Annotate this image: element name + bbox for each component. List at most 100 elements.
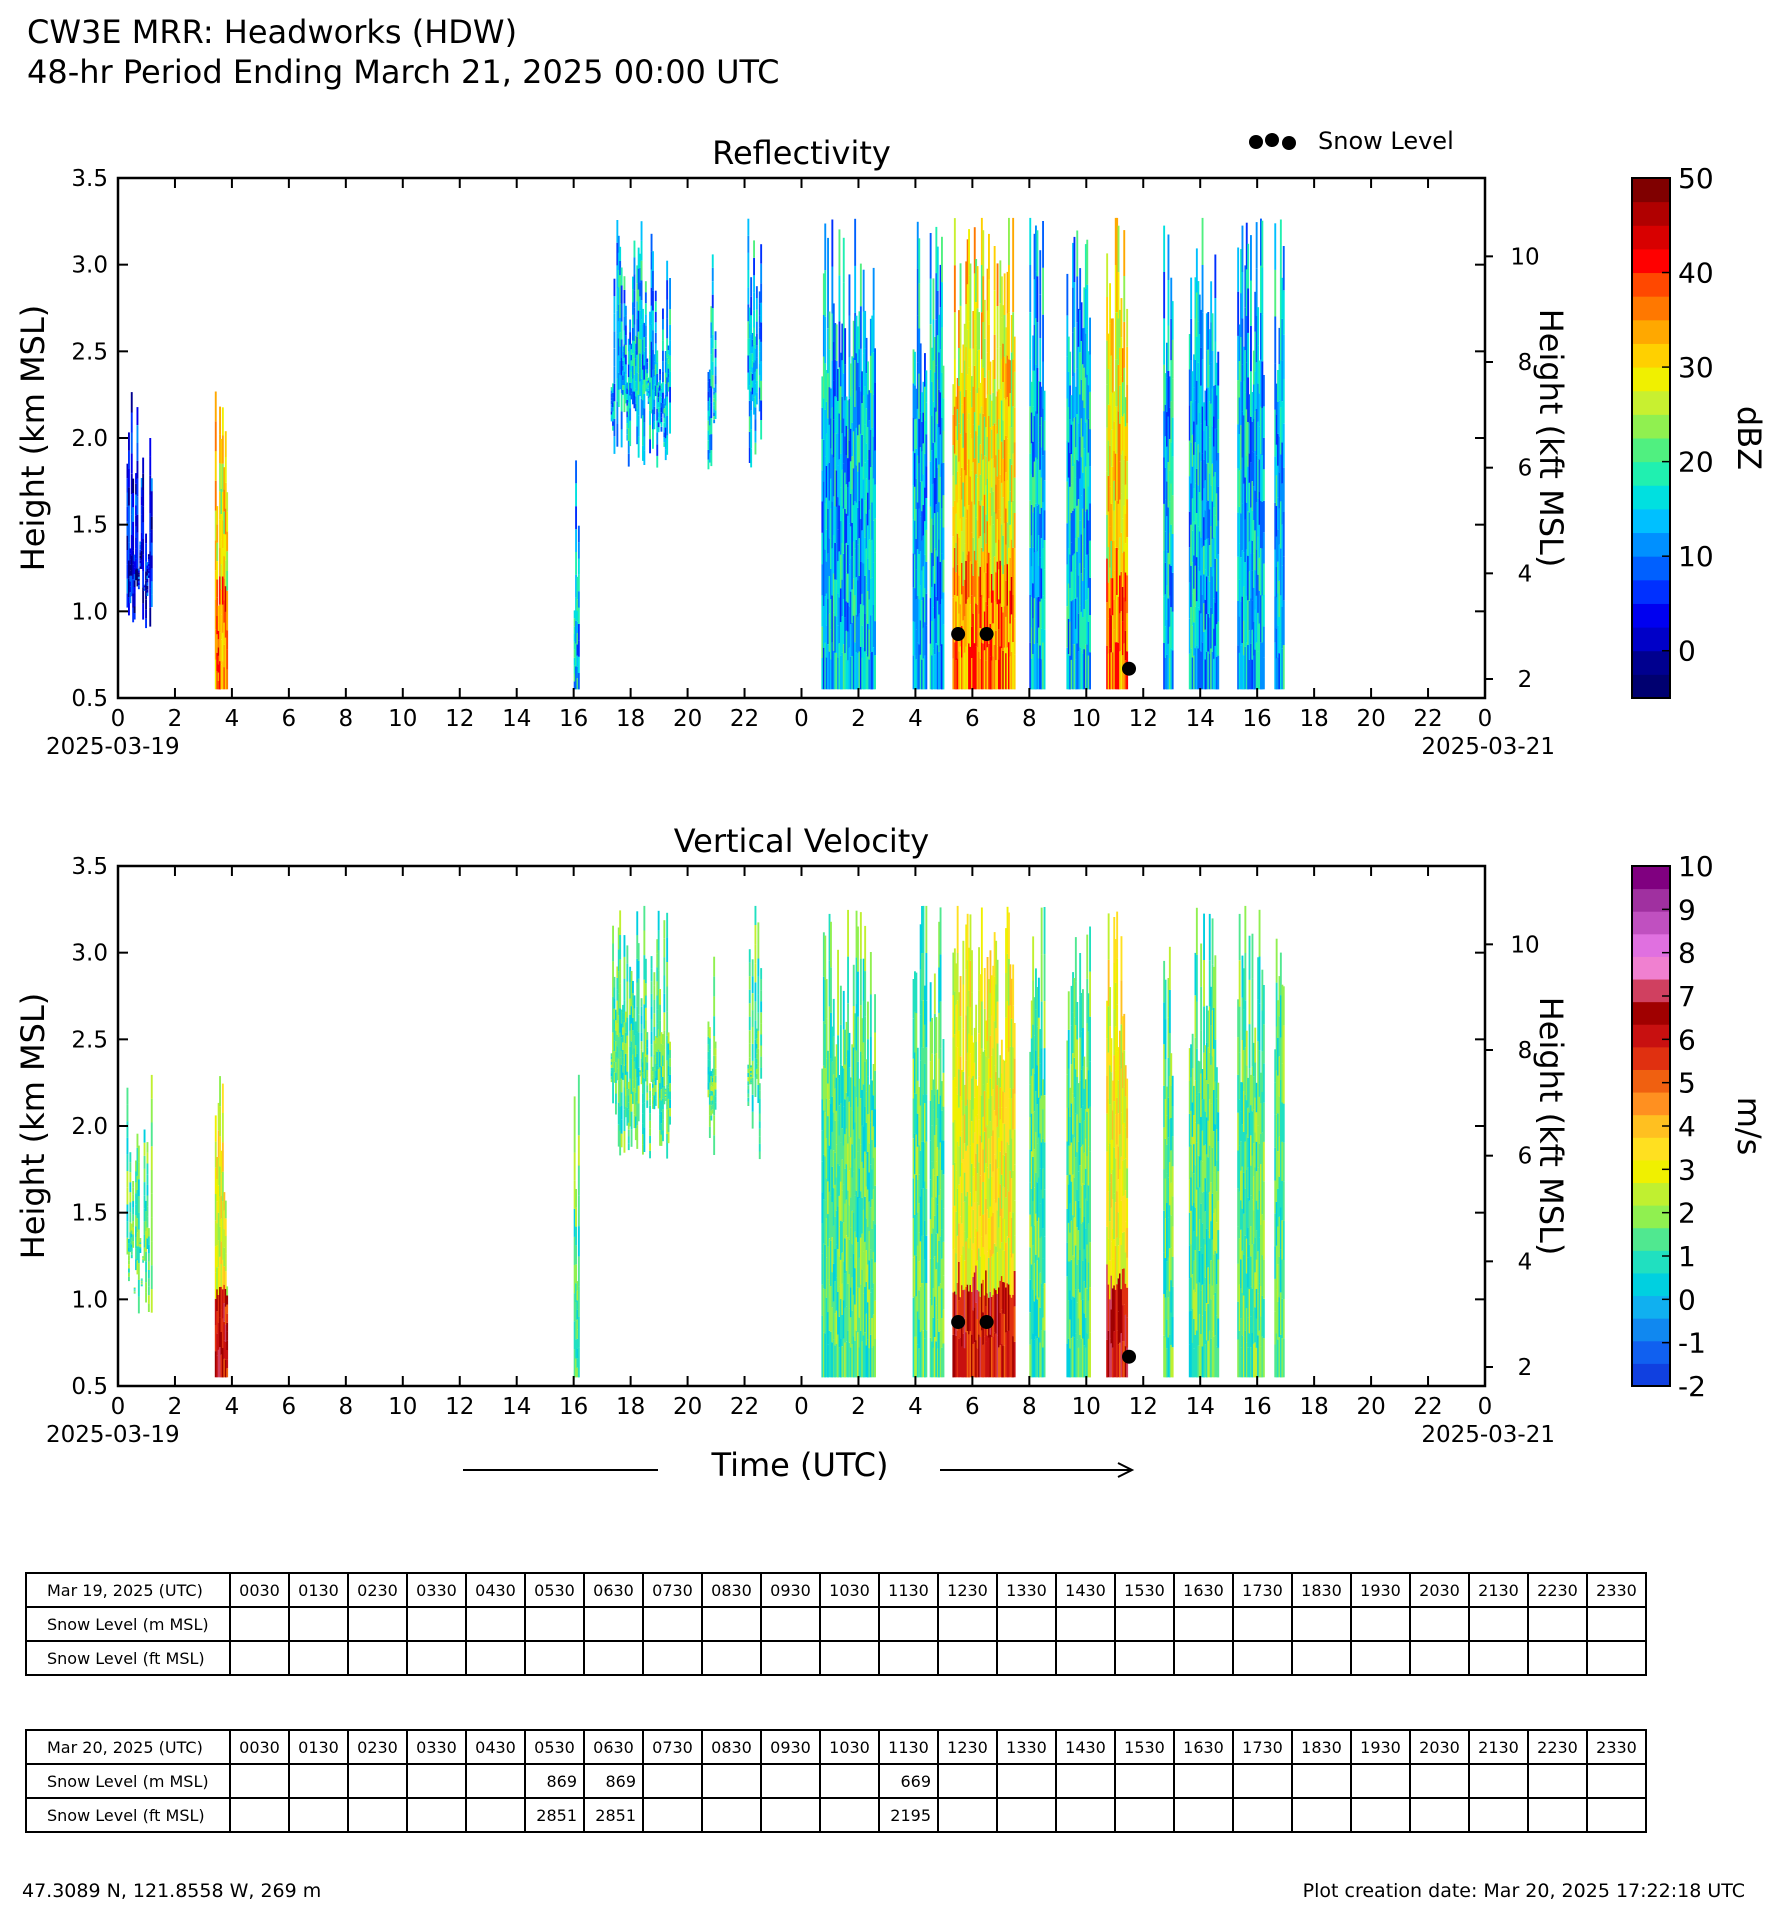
heatmap-cell: [844, 1134, 847, 1169]
heatmap-cell: [650, 287, 653, 306]
heatmap-cell: [652, 1100, 654, 1105]
heatmap-cell: [828, 424, 831, 463]
heatmap-cell: [626, 945, 629, 964]
heatmap-cell: [1030, 1188, 1033, 1227]
heatmap-cell: [624, 1096, 627, 1107]
heatmap-cell: [630, 382, 633, 389]
heatmap-cell: [653, 1081, 656, 1096]
heatmap-cell: [663, 427, 666, 433]
heatmap-cell: [867, 1114, 869, 1152]
heatmap-cell: [982, 459, 985, 506]
heatmap-cell: [1171, 301, 1174, 340]
heatmap-cell: [1037, 658, 1040, 690]
heatmap-cell: [650, 1031, 653, 1045]
heatmap-cell: [143, 584, 146, 586]
heatmap-cell: [864, 538, 867, 576]
heatmap-cell: [821, 595, 824, 627]
heatmap-cell: [939, 349, 942, 393]
heatmap-cell: [1110, 541, 1113, 579]
heatmap-cell: [1006, 1048, 1009, 1096]
heatmap-cell: [140, 1280, 143, 1281]
heatmap-cell: [142, 1256, 145, 1257]
heatmap-cell: [1010, 1337, 1013, 1378]
heatmap-cell: [839, 487, 842, 522]
heatmap-cell: [844, 1307, 847, 1343]
heatmap-cell: [139, 555, 142, 558]
heatmap-cell: [1030, 1339, 1033, 1378]
heatmap-cell: [575, 620, 577, 644]
heatmap-cell: [1030, 627, 1033, 659]
heatmap-cell: [1117, 596, 1120, 643]
heatmap-cell: [143, 587, 146, 588]
heatmap-cell: [916, 1146, 919, 1180]
heatmap-cell: [1040, 417, 1043, 448]
heatmap-cell: [217, 1349, 220, 1378]
heatmap-cell: [966, 284, 969, 330]
heatmap-cell: [226, 1368, 229, 1378]
heatmap-cell: [859, 433, 862, 477]
heatmap-cell: [750, 1080, 753, 1083]
heatmap-cell: [1195, 601, 1198, 646]
heatmap-cell: [623, 1022, 626, 1044]
heatmap-cell: [821, 564, 824, 596]
heatmap-cell: [577, 1165, 580, 1196]
heatmap-cell: [830, 1331, 832, 1378]
colorbar-swatch: [1632, 248, 1670, 274]
heatmap-cell: [999, 1345, 1002, 1378]
heatmap-cell: [1238, 506, 1241, 544]
heatmap-cell: [861, 562, 864, 594]
heatmap-cell: [854, 1049, 857, 1087]
heatmap-cell: [1257, 307, 1260, 346]
heatmap-cell: [1247, 511, 1250, 556]
heatmap-cell: [869, 652, 872, 690]
heatmap-cell: [758, 315, 761, 328]
heatmap-cell: [915, 659, 918, 690]
heatmap-cell: [1012, 359, 1015, 407]
heatmap-cell: [220, 564, 223, 590]
heatmap-cell: [858, 1198, 861, 1228]
heatmap-cell: [989, 1121, 992, 1164]
heatmap-cell: [915, 448, 918, 479]
heatmap-cell: [669, 324, 671, 341]
heatmap-cell: [1238, 397, 1241, 434]
heatmap-cell: [747, 235, 750, 253]
heatmap-cell: [707, 459, 710, 470]
heatmap-cell: [1000, 1309, 1003, 1344]
heatmap-cell: [632, 302, 634, 315]
heatmap-cell: [1069, 385, 1072, 420]
heatmap-cell: [711, 1073, 714, 1078]
heatmap-cell: [1255, 409, 1258, 456]
heatmap-cell: [642, 1134, 644, 1145]
heatmap-cell: [965, 1241, 968, 1287]
heatmap-cell: [1030, 1151, 1033, 1189]
heatmap-cell: [921, 570, 923, 601]
heatmap-cell: [1207, 349, 1210, 388]
heatmap-cell: [1124, 426, 1127, 456]
heatmap-cell: [653, 421, 656, 430]
heatmap-cell: [613, 401, 616, 419]
heatmap-cell: [942, 527, 945, 560]
heatmap-cell: [149, 513, 152, 533]
heatmap-cell: [1167, 643, 1170, 690]
heatmap-cell: [986, 563, 989, 606]
heatmap-cell: [1072, 600, 1074, 645]
heatmap-cell: [828, 1145, 831, 1192]
heatmap-cell: [953, 1205, 956, 1249]
heatmap-cell: [1238, 579, 1241, 617]
heatmap-cell: [855, 539, 858, 578]
heatmap-cell: [969, 1053, 972, 1100]
heatmap-cell: [838, 1075, 841, 1106]
heatmap-cell: [750, 1072, 753, 1075]
heatmap-cell: [925, 466, 928, 498]
heatmap-cell: [1069, 554, 1072, 589]
heatmap-cell: [1205, 350, 1208, 389]
heatmap-cell: [852, 541, 855, 579]
heatmap-cell: [955, 484, 958, 514]
heatmap-cell: [832, 1074, 835, 1113]
heatmap-cell: [1251, 540, 1254, 571]
heatmap-cell: [644, 1069, 647, 1082]
heatmap-cell: [573, 641, 576, 650]
heatmap-cell: [1215, 558, 1218, 592]
heatmap-cell: [985, 485, 988, 515]
heatmap-cell: [640, 1041, 643, 1050]
